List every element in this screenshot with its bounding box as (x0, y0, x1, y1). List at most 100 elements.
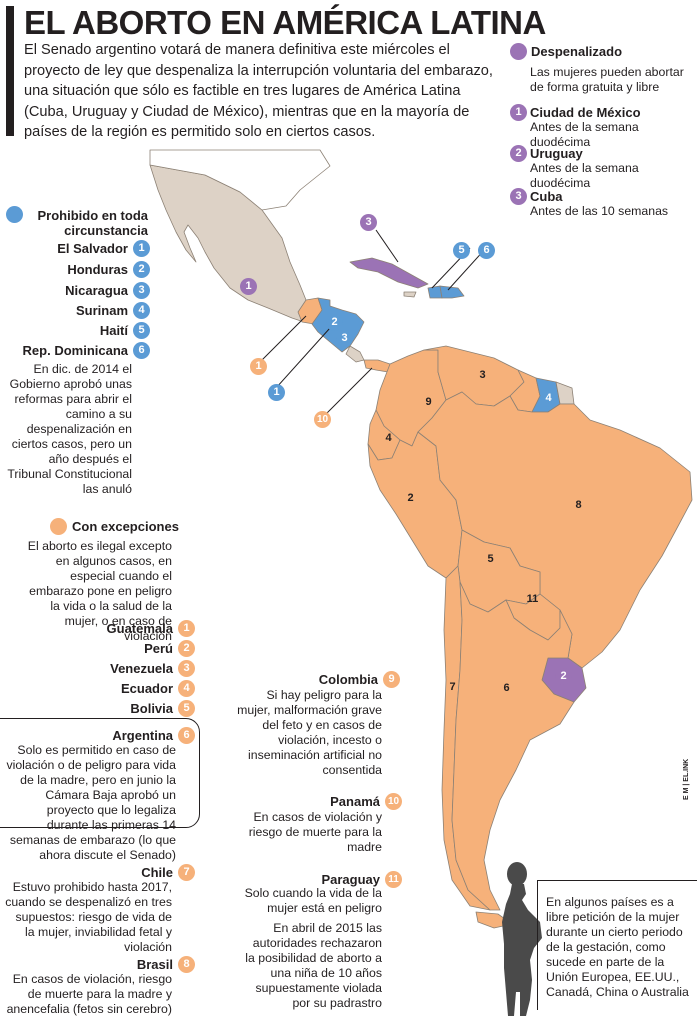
decriminalized-legend-dot (510, 43, 527, 60)
prohibited-item-badge: 3 (133, 282, 150, 299)
credit-logo: E M | EL.INK (683, 758, 690, 800)
decriminalized-item-name: Cuba (530, 189, 563, 204)
decriminalized-item-note: Antes de la semana duodécima (530, 120, 639, 149)
exception-detail-colombia: Colombia 9 (245, 671, 400, 688)
exception-detail-badge: 8 (178, 956, 195, 973)
decriminalized-item-note: Antes de la semana duodécima (530, 161, 639, 190)
argentina-shape (451, 581, 575, 911)
exception-item: Bolivia 5 (40, 700, 195, 717)
costa-rica-shape (345, 345, 365, 363)
map-label-paraguay: 11 (526, 593, 539, 605)
decriminalized-badge-1: 1 (510, 104, 527, 121)
exception-detail-badge: 7 (178, 864, 195, 881)
map-label-nicaragua: 3 (336, 330, 353, 347)
decriminalized-badge-3: 3 (510, 188, 527, 205)
exception-detail-note: Solo cuando la vida de la mujer está en … (244, 886, 382, 915)
prohibited-item: Nicaragua 3 (20, 282, 150, 299)
exception-item-name: Guatemala (106, 621, 173, 636)
map-label-venezuela: 3 (479, 369, 486, 381)
map-label-dominican: 6 (478, 242, 495, 259)
exception-item-badge: 2 (178, 640, 195, 657)
exception-detail-badge: 10 (385, 793, 402, 810)
map-label-ecuador: 4 (385, 432, 392, 444)
prohibited-item: Surinam 4 (20, 302, 150, 319)
panama-shape (363, 359, 391, 373)
map-label-honduras: 2 (326, 314, 343, 331)
exception-item: Perú 2 (40, 640, 195, 657)
exceptions-legend-dot (50, 518, 67, 535)
prohibited-item-badge: 1 (133, 240, 150, 257)
exception-item-badge: 5 (178, 700, 195, 717)
exception-detail-brasil: Brasil 8 (40, 956, 195, 973)
prohibited-item: Honduras 2 (20, 261, 150, 278)
map-label-panama: 10 (314, 411, 331, 428)
exception-item-name: Ecuador (120, 681, 173, 696)
prohibited-item: El Salvador 1 (20, 240, 150, 257)
prohibited-item-badge: 5 (133, 322, 150, 339)
exception-item-badge: 1 (178, 620, 195, 637)
prohibited-item-name: Nicaragua (65, 283, 128, 298)
exception-detail-badge: 11 (385, 871, 402, 888)
prohibited-legend-dot (6, 206, 23, 223)
exception-item: Ecuador 4 (40, 680, 195, 697)
lead-paragraph: El Senado argentino votará de manera def… (24, 42, 493, 140)
exception-detail-badge: 9 (383, 671, 400, 688)
page-title: EL ABORTO EN AMÉRICA LATINA (24, 4, 546, 41)
cuba-shape (349, 257, 429, 289)
decriminalized-badge-2: 2 (510, 145, 527, 162)
map-label-mexico: 1 (240, 278, 257, 295)
exceptions-description: El aborto es ilegal excepto en algunos c… (27, 539, 172, 643)
side-note-frame (537, 880, 697, 1010)
map-label-cuba: 3 (360, 214, 377, 231)
prohibited-item-badge: 6 (133, 342, 150, 359)
decriminalized-title: Despenalizado (531, 44, 623, 59)
side-note: En algunos países es a libre petición de… (546, 895, 689, 999)
title-accent-bar (6, 6, 14, 136)
prohibited-item: Haití 5 (20, 322, 150, 339)
exception-item: Guatemala 1 (40, 620, 195, 637)
exception-detail-name: Colombia (318, 672, 378, 687)
exception-detail-panama: Panamá 10 (245, 793, 402, 810)
prohibited-item: Rep. Dominicana 6 (0, 342, 150, 359)
map-label-salvador: 1 (268, 384, 285, 401)
exception-detail-note: Solo es permitido en caso de violación o… (6, 743, 176, 862)
exceptions-title: Con excepciones (72, 519, 179, 534)
exception-detail-argentina: Argentina 6 (40, 727, 195, 744)
decriminalized-item-note: Antes de las 10 semanas (530, 204, 669, 218)
prohibited-title: Prohibido en toda circunstancia (37, 208, 149, 238)
map-label-bolivia: 5 (487, 553, 494, 565)
map-label-suriname: 4 (540, 390, 557, 407)
map-label-peru: 2 (407, 492, 414, 504)
mexico-shape (149, 164, 331, 323)
prohibited-item-name: Rep. Dominicana (22, 343, 128, 358)
jamaica-shape (403, 291, 417, 298)
exception-detail-name: Panamá (330, 794, 380, 809)
decriminalized-item-name: Ciudad de México (530, 105, 641, 120)
exception-item-name: Perú (144, 641, 173, 656)
map-label-haiti: 5 (453, 242, 470, 259)
exception-item: Venezuela 3 (40, 660, 195, 677)
argentina-callout-box (0, 718, 200, 828)
exception-item-name: Bolivia (130, 701, 173, 716)
exception-item-badge: 3 (178, 660, 195, 677)
decriminalized-description: Las mujeres pueden abortar de forma grat… (530, 65, 684, 94)
exception-detail-name: Paraguay (321, 872, 380, 887)
decriminalized-item-name: Uruguay (530, 146, 583, 161)
prohibited-item-name: Honduras (67, 262, 128, 277)
exception-detail-chile: Chile 7 (40, 864, 195, 881)
exception-detail-note: Estuvo prohibido hasta 2017, cuando se d… (5, 880, 172, 954)
pregnant-woman-silhouette (502, 862, 542, 1016)
map-label-guatemala: 1 (250, 358, 267, 375)
prohibited-item-badge: 4 (133, 302, 150, 319)
exception-detail-note2: En abril de 2015 las autoridades rechaza… (245, 921, 382, 1010)
dominican-note: En dic. de 2014 el Gobierno aprobó unas … (7, 362, 132, 496)
exception-detail-note: En casos de violación, riesgo de muerte … (6, 972, 172, 1016)
exception-detail-note: Si hay peligro para la mujer, malformaci… (237, 688, 382, 777)
dominican-shape (439, 285, 465, 299)
exception-detail-note: En casos de violación y riesgo de muerte… (248, 810, 382, 854)
map-label-colombia: 9 (425, 396, 432, 408)
map-label-uruguay: 2 (555, 668, 572, 685)
exception-item-badge: 4 (178, 680, 195, 697)
exception-detail-paraguay: Paraguay 11 (245, 871, 402, 888)
